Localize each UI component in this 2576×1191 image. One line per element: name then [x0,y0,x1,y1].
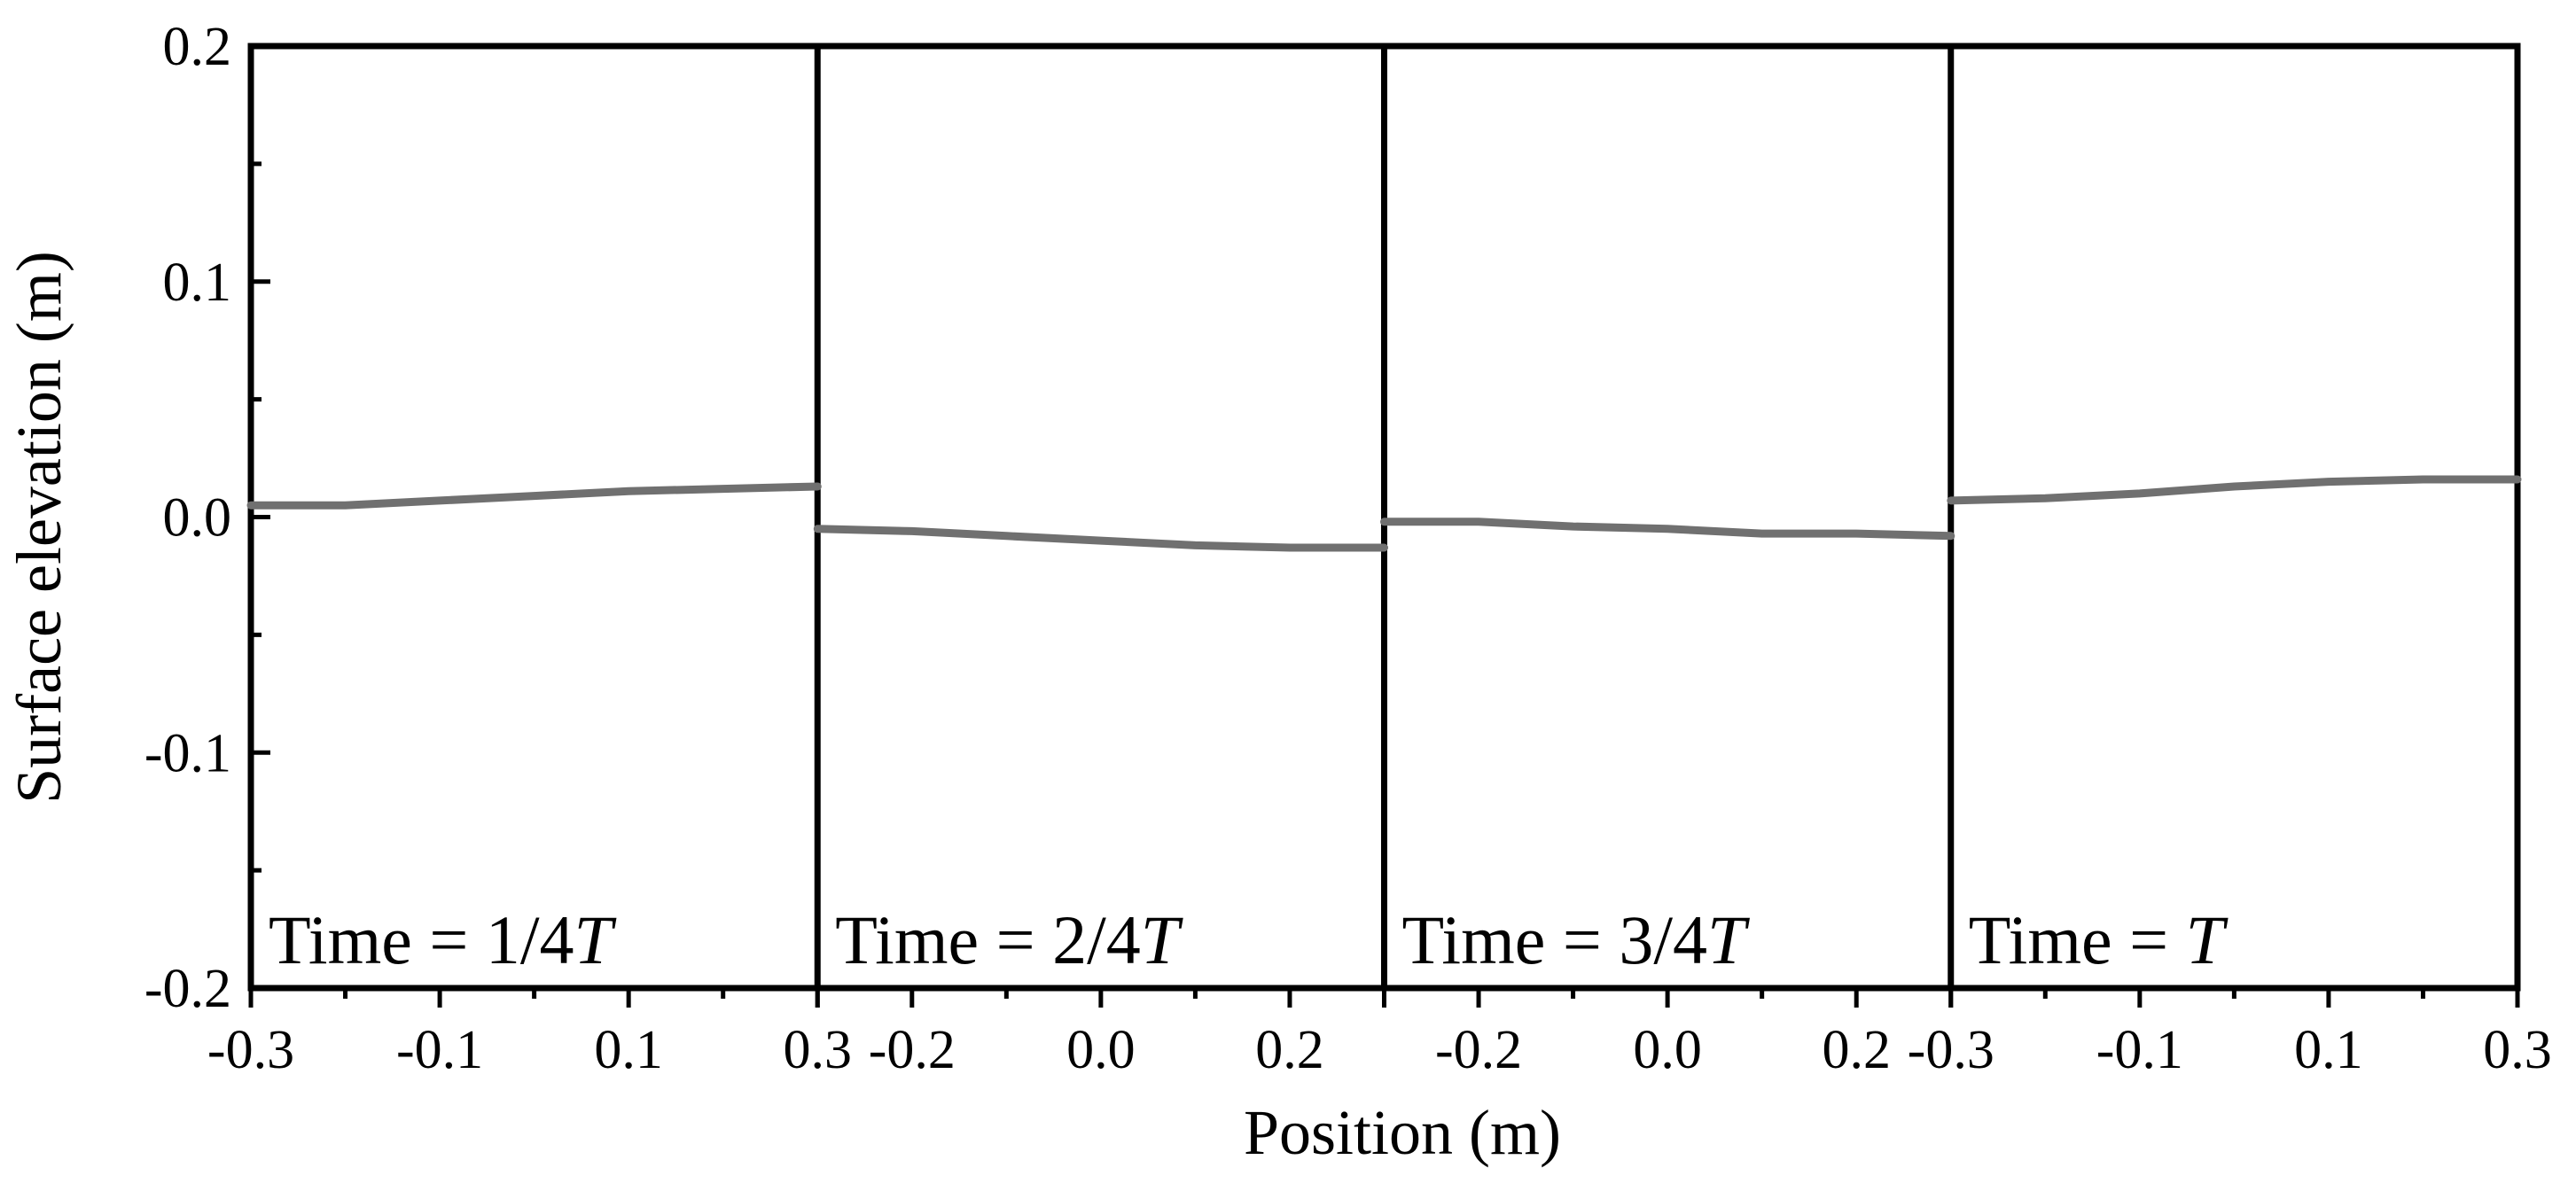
x-tick-label: 0.0 [1066,1020,1136,1080]
y-tick-label: 0.0 [163,488,232,549]
panel-label-period: T [574,901,617,978]
x-tick-label: 0.1 [2294,1020,2363,1080]
panel-label: Time = 2/4T [835,901,1183,978]
x-tick-label: 0.2 [1255,1020,1324,1080]
label-layer: -0.2 -0.1 0.0 0.1 0.2 -0.3 -0.1 0.1 0.3 Time = 1/… [144,17,2552,1080]
surface-elevation-line [813,525,1388,552]
panel-label: Time = 3/4T [1402,901,1751,978]
x-tick-label: -0.2 [1435,1020,1522,1080]
x-tick-label: -0.2 [869,1020,956,1080]
x-tick-label: 0.0 [1633,1020,1702,1080]
y-tick-label: 0.1 [163,253,232,313]
y-tick-label: 0.2 [163,17,232,77]
panel-label: Time = T [1969,901,2229,978]
x-tick-label: 0.3 [2483,1020,2552,1080]
x-tick-label: -0.1 [396,1020,483,1080]
panel-label-period: T [2186,901,2229,978]
panel-label-period: T [1707,901,1750,978]
surface-elevation-line [1947,475,2522,505]
panel-label: Time = 1/4T [269,901,617,978]
panel-label-text: Time = 1/4 [269,901,574,978]
panel-label-text: Time = 3/4 [1402,901,1708,978]
series-layer [246,475,2522,552]
panel-label-text: Time = 2/4 [835,901,1141,978]
y-tick-label: -0.2 [144,959,231,1019]
x-tick-label: -0.1 [2096,1020,2183,1080]
panel-label-text: Time = [1969,901,2186,978]
surface-elevation-line [246,482,822,510]
tick-layer [248,43,2520,1008]
x-tick-label: -0.3 [207,1020,294,1080]
panel-label-period: T [1141,901,1183,978]
x-axis-title: Position (m) [1244,1097,1561,1168]
y-tick-label: -0.1 [144,723,231,783]
x-tick-label: -0.3 [1908,1020,1994,1080]
x-tick-label: 0.3 [784,1020,853,1080]
frame-layer [247,43,2521,992]
y-axis-title: Surface elevation (m) [4,251,74,804]
surface-elevation-line [1380,518,1955,541]
x-tick-label: 0.1 [594,1020,663,1080]
x-tick-label: 0.2 [1822,1020,1891,1080]
